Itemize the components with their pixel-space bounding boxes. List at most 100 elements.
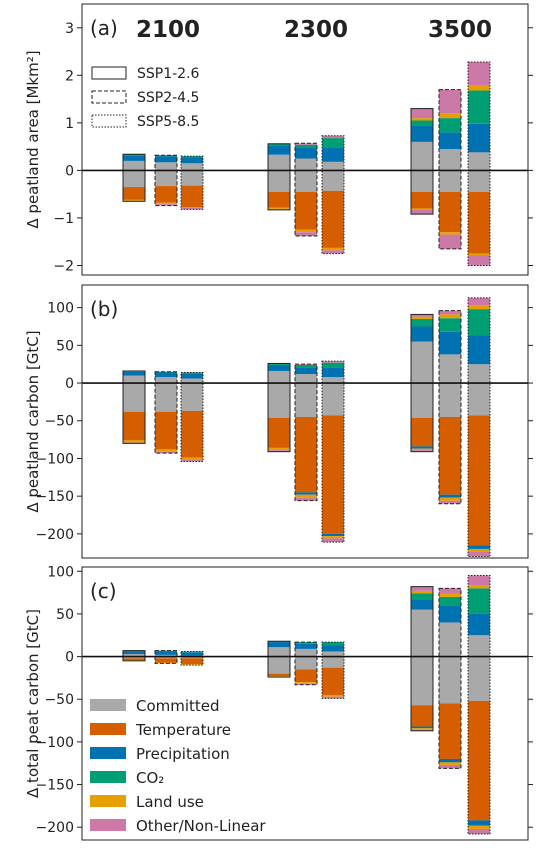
bar-segment-other-non-linear-negative bbox=[439, 500, 461, 504]
bar-segment-committed-positive bbox=[181, 163, 203, 171]
bar-segment-committed-positive bbox=[268, 647, 290, 657]
bar-segment-committed-negative bbox=[123, 383, 145, 412]
bar-group-3500-ssp585 bbox=[467, 575, 491, 835]
bar-segment-precipitation-positive bbox=[155, 372, 177, 378]
bar-segment-other-non-linear-negative bbox=[468, 255, 490, 266]
bar-segment-precipitation-positive bbox=[411, 125, 433, 142]
bar-segment-committed-positive bbox=[468, 152, 490, 171]
panel-label: (b) bbox=[90, 297, 118, 321]
bar-outline bbox=[321, 135, 345, 255]
bar-group-2100-ssp126 bbox=[122, 650, 146, 662]
bar-group-3500-ssp126 bbox=[410, 313, 434, 453]
bar-segment-temperature-negative bbox=[411, 191, 433, 209]
y-tick-label: 0 bbox=[65, 376, 74, 392]
bar-segment-temperature-negative bbox=[439, 703, 461, 759]
bar-segment-temperature-negative bbox=[411, 705, 433, 727]
bar-segment-land-use-positive bbox=[439, 593, 461, 597]
bar-segment-co2-positive bbox=[155, 650, 177, 652]
bar-segment-precipitation-positive bbox=[123, 371, 145, 376]
bar-outline bbox=[294, 641, 318, 686]
bar-segment-committed-negative bbox=[295, 656, 317, 670]
bar-outline bbox=[294, 363, 318, 502]
bar-segment-precipitation-positive bbox=[439, 605, 461, 623]
bar-segment-committed-negative bbox=[322, 656, 344, 668]
bar-segment-committed-negative bbox=[155, 170, 177, 187]
driver-legend-swatch bbox=[90, 819, 126, 831]
bar-segment-committed-positive bbox=[181, 378, 203, 384]
y-tick-label: −200 bbox=[36, 527, 74, 543]
bar-segment-land-use-negative bbox=[322, 694, 344, 697]
bar-segment-precipitation-positive bbox=[322, 645, 344, 652]
y-axis-label: Δ total peat carbon [GtC] bbox=[24, 609, 42, 798]
bar-segment-co2-positive bbox=[295, 144, 317, 148]
y-tick-label: −150 bbox=[36, 778, 74, 794]
bar-segment-precipitation-negative bbox=[439, 494, 461, 498]
bar-segment-temperature-negative bbox=[439, 191, 461, 233]
bar-segment-precipitation-positive bbox=[295, 367, 317, 374]
bar-segment-other-non-linear-negative bbox=[322, 250, 344, 254]
y-tick-label: 1 bbox=[65, 116, 74, 132]
bar-segment-precipitation-positive bbox=[411, 599, 433, 610]
bar-group-2100-ssp585 bbox=[180, 155, 204, 210]
bar-segment-precipitation-negative bbox=[411, 726, 433, 729]
bar-segment-co2-positive bbox=[411, 593, 433, 600]
bar-segment-committed-negative bbox=[123, 656, 145, 659]
bar-segment-land-use-positive bbox=[411, 590, 433, 594]
bar-segment-temperature-negative bbox=[468, 191, 490, 254]
bar-segment-committed-positive bbox=[295, 373, 317, 384]
bar-segment-committed-positive bbox=[268, 154, 290, 171]
y-tick-label: −200 bbox=[36, 820, 74, 836]
bar-segment-temperature-negative bbox=[123, 411, 145, 441]
driver-legend-swatch bbox=[90, 723, 126, 735]
bar-segment-precipitation-negative bbox=[439, 758, 461, 763]
bar-segment-other-non-linear-negative bbox=[468, 551, 490, 557]
bar-group-2300-ssp245 bbox=[294, 363, 318, 502]
scenario-legend-label: SSP5-8.5 bbox=[137, 114, 199, 130]
bar-segment-other-non-linear-negative bbox=[411, 209, 433, 215]
bar-segment-precipitation-negative bbox=[295, 492, 317, 495]
bar-segment-co2-positive bbox=[411, 120, 433, 126]
bar-group-2100-ssp585 bbox=[180, 371, 204, 462]
bar-group-3500-ssp126 bbox=[410, 108, 434, 215]
scenario-legend-swatch bbox=[91, 66, 127, 80]
bar-segment-other-non-linear-negative bbox=[295, 232, 317, 237]
bar-group-2300-ssp126 bbox=[267, 143, 291, 211]
bar-segment-precipitation-positive bbox=[155, 156, 177, 163]
bar-segment-temperature-negative bbox=[295, 416, 317, 493]
bar-group-2100-ssp585 bbox=[180, 650, 204, 666]
bar-segment-other-non-linear-negative bbox=[295, 497, 317, 501]
bar-segment-committed-positive bbox=[123, 375, 145, 384]
bar-outline bbox=[267, 640, 291, 678]
bar-segment-land-use-negative bbox=[439, 497, 461, 501]
bar-group-2300-ssp585 bbox=[321, 641, 345, 699]
bar-segment-committed-positive bbox=[123, 654, 145, 657]
bar-segment-co2-positive bbox=[181, 651, 203, 653]
bar-segment-co2-positive bbox=[468, 588, 490, 614]
bar-segment-co2-positive bbox=[322, 138, 344, 148]
bar-outline bbox=[438, 89, 462, 250]
y-tick-label: −1 bbox=[53, 211, 74, 227]
bar-segment-other-non-linear-negative bbox=[439, 764, 461, 769]
bar-segment-other-non-linear-positive bbox=[439, 310, 461, 315]
bar-segment-temperature-negative bbox=[268, 417, 290, 448]
scenario-legend-label: SSP1-2.6 bbox=[137, 66, 200, 82]
bar-segment-temperature-negative bbox=[155, 411, 177, 450]
y-axis-label: Δ peatland carbon [GtC] bbox=[24, 330, 42, 512]
bar-segment-committed-positive bbox=[155, 654, 177, 657]
bar-segment-other-non-linear-positive bbox=[411, 586, 433, 591]
bar-group-3500-ssp245 bbox=[438, 587, 462, 769]
bar-segment-committed-negative bbox=[439, 170, 461, 192]
bar-segment-precipitation-positive bbox=[295, 147, 317, 159]
y-tick-label: 100 bbox=[47, 564, 74, 580]
bar-segment-land-use-negative bbox=[181, 664, 203, 666]
bar-segment-committed-negative bbox=[411, 170, 433, 192]
bar-segment-land-use-positive bbox=[468, 305, 490, 310]
bar-segment-land-use-negative bbox=[155, 202, 177, 205]
bar-segment-committed-positive bbox=[155, 377, 177, 384]
bar-outline bbox=[180, 155, 204, 210]
bar-group-3500-ssp126 bbox=[410, 586, 434, 732]
driver-legend-swatch bbox=[90, 771, 126, 783]
bar-outline bbox=[410, 108, 434, 215]
driver-legend-label: Precipitation bbox=[136, 745, 230, 763]
bar-outline bbox=[122, 370, 146, 444]
